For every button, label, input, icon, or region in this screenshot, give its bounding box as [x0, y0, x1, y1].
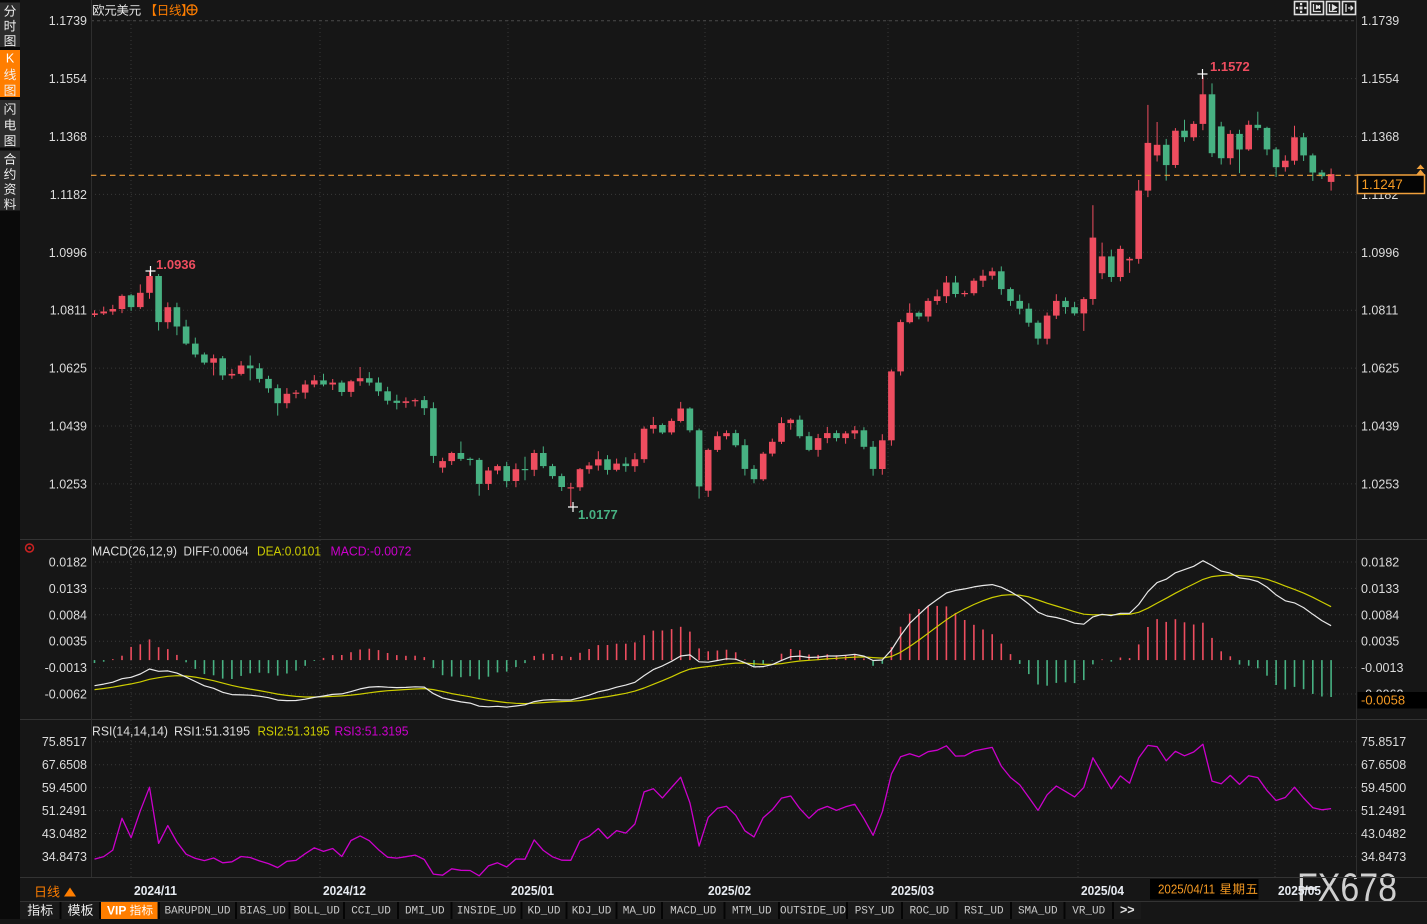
svg-text:INSIDE_UD: INSIDE_UD — [457, 906, 517, 918]
svg-text:BARUPDN_UD: BARUPDN_UD — [164, 906, 230, 918]
svg-text:1.0439: 1.0439 — [1361, 420, 1399, 434]
svg-text:-0.0058: -0.0058 — [1361, 693, 1405, 708]
svg-text:2025/01: 2025/01 — [511, 884, 554, 898]
svg-text:1.0996: 1.0996 — [1361, 246, 1399, 260]
svg-text:2025/03: 2025/03 — [891, 884, 934, 898]
svg-text:0.0182: 0.0182 — [49, 556, 87, 570]
svg-text:34.8473: 34.8473 — [1361, 850, 1406, 864]
svg-text:67.6508: 67.6508 — [1361, 758, 1406, 772]
svg-text:BOLL_UD: BOLL_UD — [294, 906, 341, 918]
svg-text:-0.0013: -0.0013 — [45, 661, 87, 675]
svg-text:1.1739: 1.1739 — [49, 14, 87, 28]
svg-text:59.4500: 59.4500 — [42, 781, 87, 795]
svg-text:2025/04/11: 2025/04/11 — [1158, 883, 1215, 897]
svg-text:1.1368: 1.1368 — [1361, 130, 1399, 144]
svg-text:CCI_UD: CCI_UD — [351, 906, 391, 918]
svg-text:43.0482: 43.0482 — [1361, 827, 1406, 841]
svg-text:RSI_UD: RSI_UD — [964, 906, 1004, 918]
svg-text:43.0482: 43.0482 — [42, 827, 87, 841]
svg-text:K: K — [6, 52, 15, 66]
svg-text:0.0035: 0.0035 — [49, 635, 87, 649]
svg-text:2025/05: 2025/05 — [1278, 884, 1321, 898]
svg-text:1.0996: 1.0996 — [49, 246, 87, 260]
svg-text:2025/04: 2025/04 — [1081, 884, 1124, 898]
svg-text:75.8517: 75.8517 — [42, 735, 87, 749]
svg-text:MACD_UD: MACD_UD — [670, 906, 717, 918]
svg-text:1.1739: 1.1739 — [1361, 14, 1399, 28]
svg-text:1.0253: 1.0253 — [49, 477, 87, 491]
svg-text:1.1247: 1.1247 — [1362, 177, 1403, 192]
svg-text:1.0811: 1.0811 — [50, 304, 87, 318]
svg-text:75.8517: 75.8517 — [1361, 735, 1406, 749]
svg-text:1.0811: 1.0811 — [1361, 304, 1398, 318]
svg-text:1.0625: 1.0625 — [49, 362, 87, 376]
svg-text:0.0133: 0.0133 — [49, 582, 87, 596]
svg-text:51.2491: 51.2491 — [1361, 804, 1406, 818]
svg-text:1.1554: 1.1554 — [49, 72, 87, 86]
svg-text:MTM_UD: MTM_UD — [732, 906, 772, 918]
svg-text:OUTSIDE_UD: OUTSIDE_UD — [780, 906, 846, 918]
svg-text:VR_UD: VR_UD — [1072, 906, 1105, 918]
svg-text:0.0084: 0.0084 — [49, 608, 87, 622]
svg-text:KDJ_UD: KDJ_UD — [572, 906, 612, 918]
svg-text:2025/02: 2025/02 — [708, 884, 751, 898]
svg-text:BIAS_UD: BIAS_UD — [240, 906, 287, 918]
svg-text:1.0177: 1.0177 — [578, 507, 618, 522]
svg-text:-0.0062: -0.0062 — [45, 688, 87, 702]
svg-text:ROC_UD: ROC_UD — [909, 906, 949, 918]
svg-text:0.0133: 0.0133 — [1361, 582, 1399, 596]
svg-text:59.4500: 59.4500 — [1361, 781, 1406, 795]
svg-text:1.0439: 1.0439 — [49, 420, 87, 434]
svg-text:1.1554: 1.1554 — [1361, 72, 1399, 86]
svg-text:1.0253: 1.0253 — [1361, 477, 1399, 491]
svg-text:-0.0013: -0.0013 — [1361, 661, 1403, 675]
svg-text:0.0084: 0.0084 — [1361, 608, 1399, 622]
svg-text:SMA_UD: SMA_UD — [1018, 906, 1058, 918]
svg-text:1.1572: 1.1572 — [1210, 59, 1250, 74]
svg-text:1.0625: 1.0625 — [1361, 362, 1399, 376]
svg-text:34.8473: 34.8473 — [42, 850, 87, 864]
svg-text:>>: >> — [1120, 903, 1135, 917]
svg-text:67.6508: 67.6508 — [42, 758, 87, 772]
svg-text:1.0936: 1.0936 — [156, 257, 196, 272]
svg-text:2024/12: 2024/12 — [323, 884, 366, 898]
svg-text:VIP: VIP — [107, 904, 126, 918]
svg-text:MA_UD: MA_UD — [623, 906, 656, 918]
svg-text:1.1182: 1.1182 — [50, 188, 87, 202]
svg-text:51.2491: 51.2491 — [42, 804, 87, 818]
svg-text:0.0182: 0.0182 — [1361, 556, 1399, 570]
svg-text:KD_UD: KD_UD — [527, 906, 560, 918]
svg-text:2024/11: 2024/11 — [134, 884, 177, 898]
svg-text:0.0035: 0.0035 — [1361, 635, 1399, 649]
svg-text:PSY_UD: PSY_UD — [855, 906, 895, 918]
svg-text:DMI_UD: DMI_UD — [405, 906, 445, 918]
svg-text:1.1368: 1.1368 — [49, 130, 87, 144]
